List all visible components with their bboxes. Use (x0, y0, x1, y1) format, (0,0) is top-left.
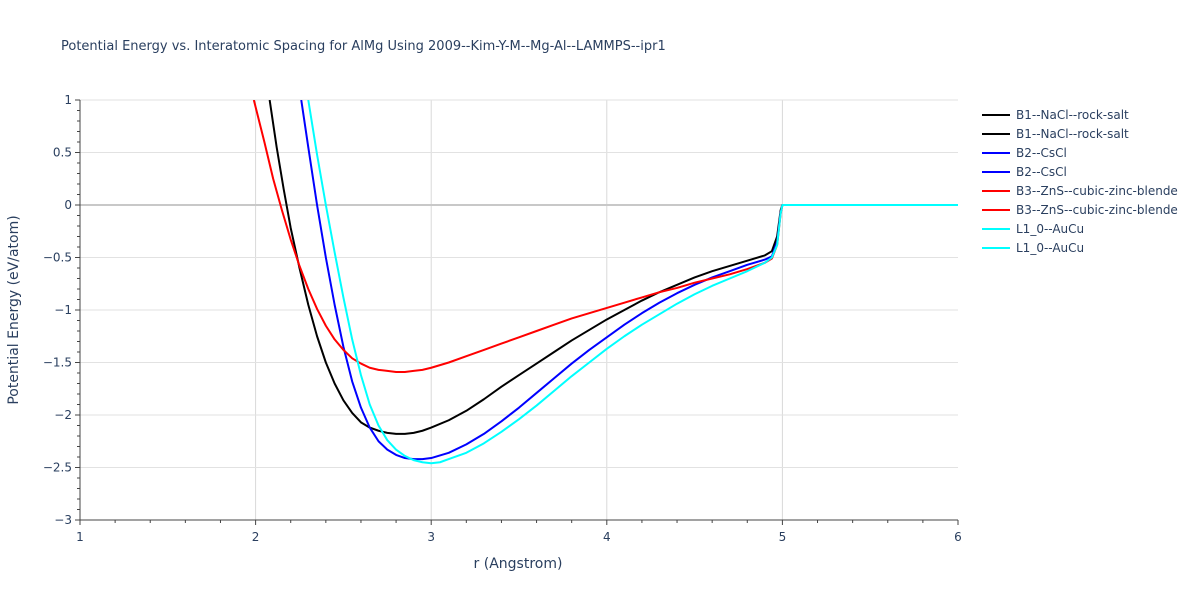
legend: B1--NaCl--rock-salt B1--NaCl--rock-salt B2… (982, 108, 1178, 255)
series-line-2 (300, 100, 958, 461)
series-line-4 (252, 100, 958, 373)
x-tick-label: 3 (427, 530, 435, 544)
chart-title: Potential Energy vs. Interatomic Spacing… (61, 39, 666, 54)
x-tick-label: 4 (603, 530, 611, 544)
y-tick-label: 0.5 (53, 146, 72, 160)
x-tick-label: 6 (954, 530, 962, 544)
y-tick-label: −0.5 (43, 251, 72, 265)
x-tick-label: 2 (252, 530, 260, 544)
x-tick-label: 1 (76, 530, 84, 544)
legend-label: B1--NaCl--rock-salt (1016, 108, 1129, 122)
plot-area (252, 100, 958, 465)
y-tick-label: 0 (64, 198, 72, 212)
y-tick-label: 1 (64, 93, 72, 107)
legend-label: B1--NaCl--rock-salt (1016, 127, 1129, 141)
y-axis-title: Potential Energy (eV/atom) (6, 215, 22, 404)
legend-label: L1_0--AuCu (1016, 241, 1084, 255)
y-tick-label: −3 (54, 513, 72, 527)
series-line-6 (307, 100, 958, 465)
y-tick-label: −1 (54, 303, 72, 317)
y-tick-label: −2 (54, 408, 72, 422)
legend-label: B3--ZnS--cubic-zinc-blende (1016, 203, 1178, 217)
legend-label: B2--CsCl (1016, 165, 1067, 179)
y-tick-label: −2.5 (43, 461, 72, 475)
legend-label: B3--ZnS--cubic-zinc-blende (1016, 184, 1178, 198)
series-line-0 (268, 100, 958, 435)
legend-label: L1_0--AuCu (1016, 222, 1084, 236)
x-tick-label: 5 (779, 530, 787, 544)
grid (80, 99, 958, 520)
axes: 1 2 3 4 5 6 1 0.5 0 −0.5 −1 −1.5 −2 −2.5 −3 (43, 93, 962, 544)
y-tick-label: −1.5 (43, 356, 72, 370)
legend-label: B2--CsCl (1016, 146, 1067, 160)
x-axis-title: r (Angstrom) (474, 556, 563, 572)
